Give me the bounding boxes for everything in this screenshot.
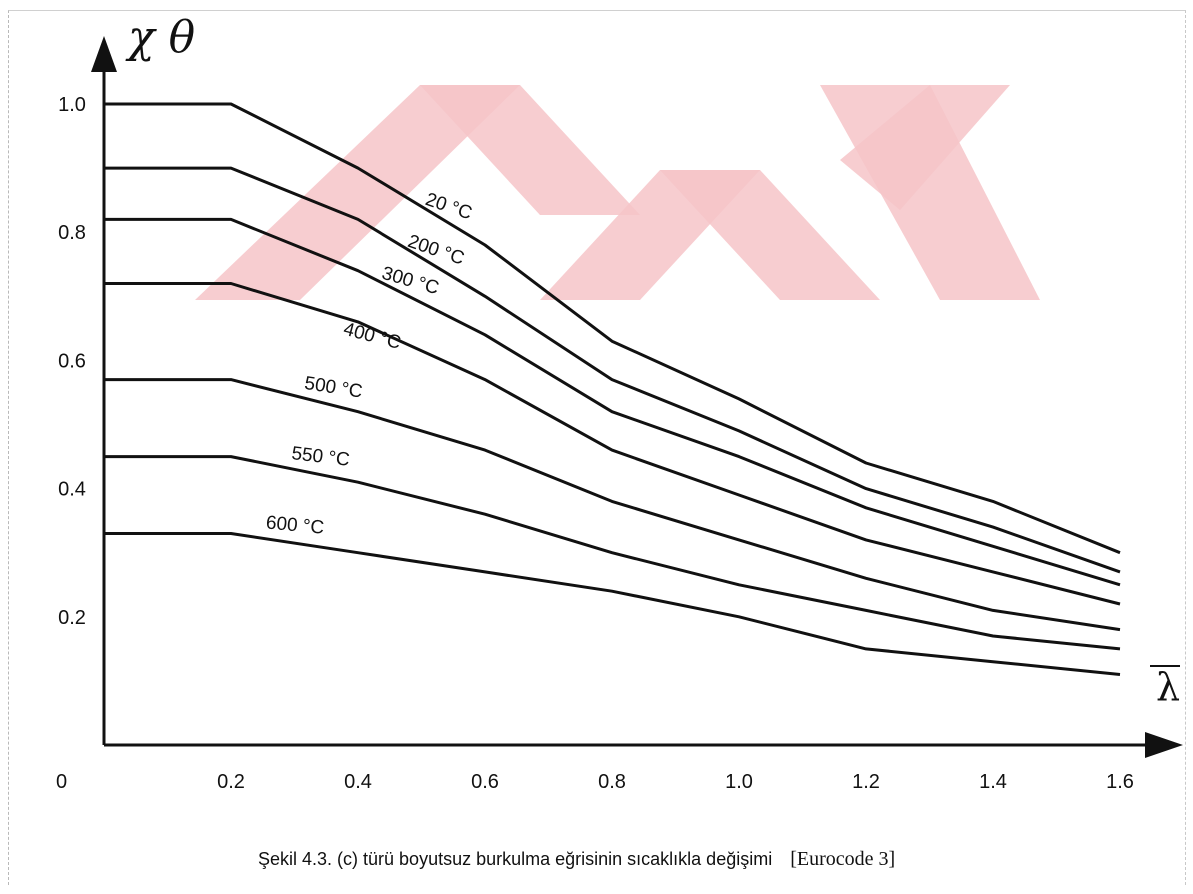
- tick-labels: 0.2 0.4 0.6 0.8 1.0 1.2 1.4 1.6 0.2 0.4 0.6 0.8 1.0: [58, 94, 1134, 793]
- figure-caption: Şekil 4.3. (c) türü boyutsuz burkulma eğ…: [258, 848, 895, 871]
- x-tick-label: 1.6: [1106, 771, 1134, 793]
- series-label: 300 °C: [379, 263, 441, 299]
- y-tick-label: 0.2: [58, 607, 86, 629]
- watermark-stripe-1: [195, 85, 520, 300]
- x-tick-label: 0.6: [471, 771, 499, 793]
- caption-text: Şekil 4.3. (c) türü boyutsuz burkulma eğ…: [258, 849, 773, 869]
- watermark-stripe-6: [840, 85, 1010, 210]
- series-line: [104, 102, 1121, 555]
- series-line: [104, 217, 1121, 587]
- x-tick-label: 1.4: [979, 771, 1007, 793]
- axes: [91, 36, 1183, 758]
- series-label: 500 °C: [303, 373, 364, 403]
- x-tick-label: 0.4: [344, 771, 372, 793]
- watermark-stripe-4: [420, 85, 640, 215]
- x-tick-label: 0.2: [217, 771, 245, 793]
- y-tick-label: 0.4: [58, 479, 86, 501]
- x-axis-label: λ: [1156, 665, 1180, 709]
- series-line: [104, 532, 1121, 676]
- watermark-stripe-3: [660, 170, 880, 300]
- series-line: [104, 282, 1121, 606]
- figure-frame: [8, 10, 1186, 885]
- series-lines: [104, 102, 1121, 676]
- x-tick-label: 0.8: [598, 771, 626, 793]
- series-label: 600 °C: [265, 513, 325, 539]
- x-axis-arrow: [1145, 732, 1183, 758]
- y-tick-label: 1.0: [58, 94, 86, 116]
- watermark-logo: [195, 85, 1040, 300]
- x-tick-label: 1.2: [852, 771, 880, 793]
- series-label: 400 °C: [341, 319, 403, 354]
- caption-source: [Eurocode 3]: [790, 848, 896, 870]
- origin-label: 0: [56, 771, 67, 793]
- series-label: 200 °C: [405, 231, 467, 270]
- y-axis-arrow: [91, 36, 117, 72]
- series-label: 20 °C: [423, 189, 475, 224]
- series-line: [104, 166, 1121, 574]
- series-line: [104, 378, 1121, 632]
- x-tick-label: 1.0: [725, 771, 753, 793]
- y-tick-label: 0.8: [58, 222, 86, 244]
- y-axis-label: χ θ: [125, 12, 195, 63]
- series-label: 550 °C: [290, 443, 350, 471]
- y-tick-label: 0.6: [58, 350, 86, 372]
- series-line: [104, 455, 1121, 651]
